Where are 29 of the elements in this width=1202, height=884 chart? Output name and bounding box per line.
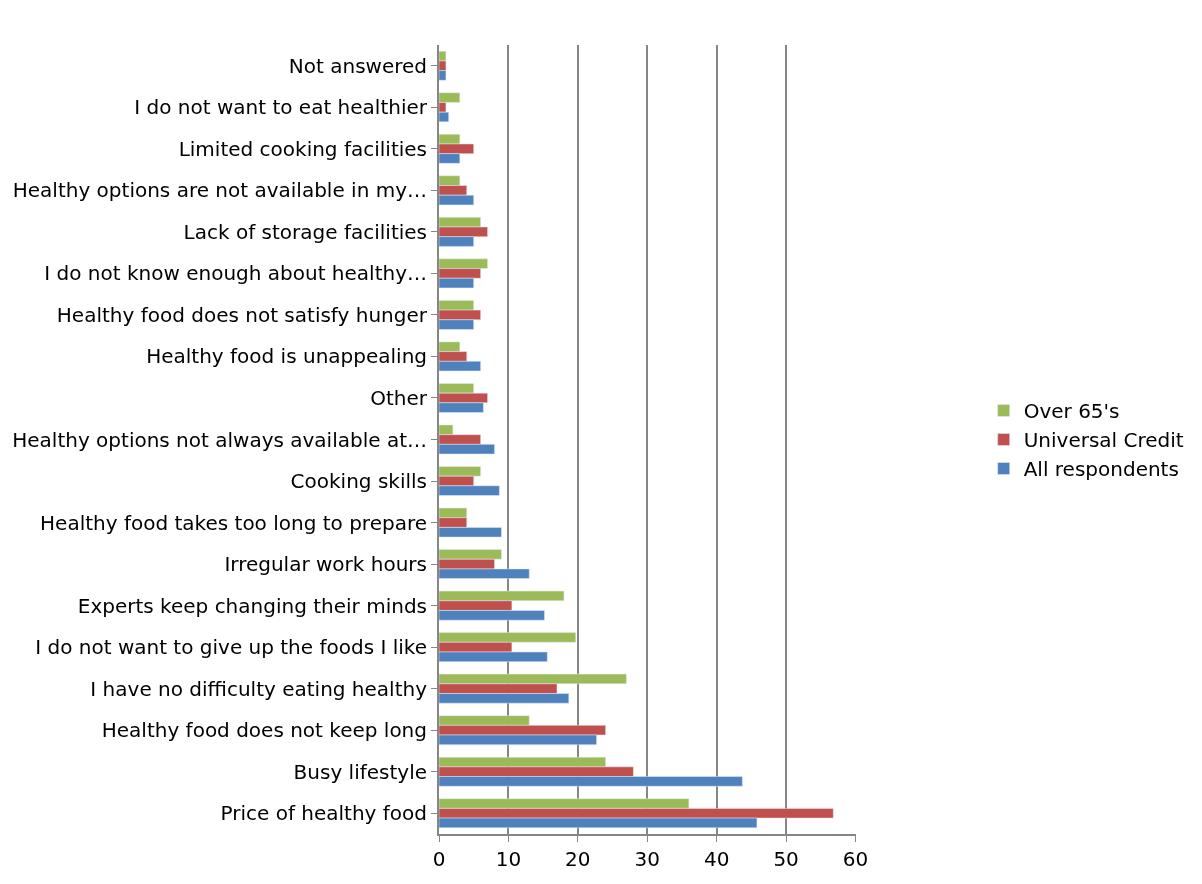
x-tick-label: 0 [432,847,446,871]
y-tick-label: Healthy food is unappealing [146,344,427,369]
y-tick-label: I do not want to give up the foods I like [35,635,427,660]
y-tick-label: Busy lifestyle [293,759,427,784]
y-tick-label: I do not want to eat healthier [134,95,428,120]
x-tick-label: 10 [495,847,522,871]
legend-label: Universal Credit [1023,428,1184,453]
y-tick-label: Healthy food takes too long to prepare [40,510,427,535]
y-tick-label: Cooking skills [290,469,427,494]
y-tick-label: Irregular work hours [224,552,427,577]
y-tick-label: Other [370,385,428,410]
y-tick-label: Lack of storage facilities [183,219,427,244]
y-tick-label: Healthy options are not available in my… [12,178,427,203]
y-tick-label: Price of healthy food [220,801,427,826]
x-tick-label: 60 [842,847,869,871]
x-tick-label: 30 [634,847,660,871]
y-tick-label: I have no difficulty eating healthy [90,676,428,701]
y-tick-label: Not answered [288,53,427,78]
y-tick-label: Healthy food does not satisfy hunger [56,302,428,327]
x-tick-label: 50 [773,847,799,871]
legend-label: All respondents [1023,457,1179,482]
y-tick-label: Healthy options not always available at… [12,427,427,452]
x-tick-label: 20 [565,847,591,871]
x-tick-label: 40 [703,847,730,871]
legend-label: Over 65's [1023,399,1120,424]
y-tick-label: Healthy food does not keep long [101,718,427,743]
y-tick-label: Limited cooking facilities [178,136,427,161]
y-tick-label: I do not know enough about healthy… [44,261,427,286]
y-tick-label: Experts keep changing their minds [77,593,427,618]
